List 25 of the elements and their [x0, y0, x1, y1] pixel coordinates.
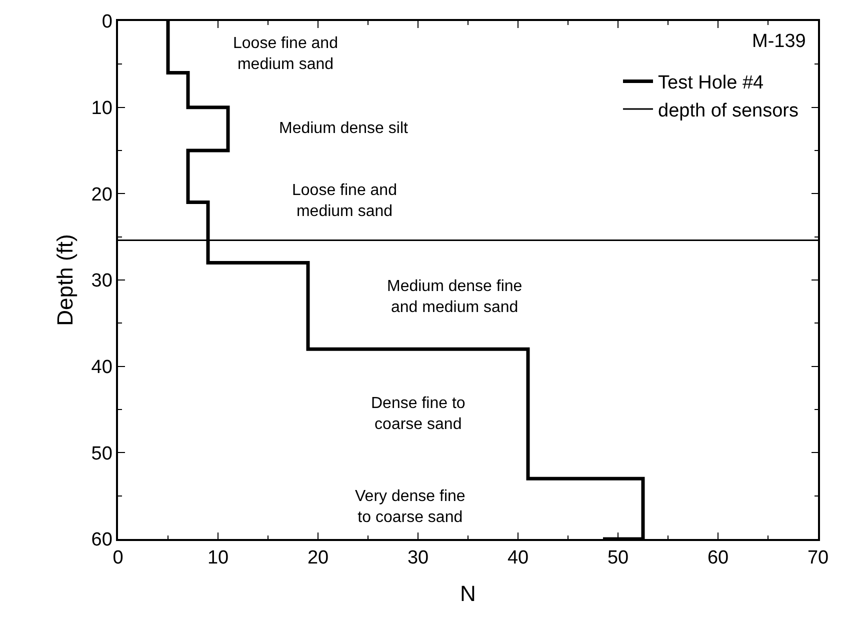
annotation: M-139	[752, 31, 806, 52]
y-tick-label: 0	[102, 12, 112, 33]
x-tick-label: 60	[707, 548, 729, 569]
y-tick-label: 50	[91, 443, 112, 464]
legend-label: depth of sensors	[658, 100, 798, 122]
annotation: Dense fine to coarse sand	[371, 395, 466, 433]
y-axis-title: Depth (ft)	[52, 234, 78, 326]
annotation: Loose fine and medium sand	[292, 182, 397, 220]
annotation: Medium dense silt	[279, 120, 408, 137]
x-tick-label: 50	[607, 548, 629, 569]
x-tick-label: 70	[807, 548, 829, 569]
x-axis-title: N	[460, 580, 476, 606]
x-tick-label: 40	[507, 548, 529, 569]
y-tick-label: 60	[91, 530, 112, 551]
x-tick-label: 10	[207, 548, 229, 569]
annotation: Very dense fine to coarse sand	[355, 488, 466, 526]
x-tick-label: 20	[307, 548, 329, 569]
y-tick-label: 40	[91, 356, 112, 378]
annotation: Medium dense fine and medium sand	[387, 278, 522, 316]
annotation: Loose fine and medium sand	[233, 35, 338, 73]
y-tick-label: 30	[91, 270, 112, 292]
legend-label: Test Hole #4	[658, 72, 764, 94]
y-tick-label: 20	[91, 184, 112, 206]
y-tick-label: 10	[91, 98, 112, 119]
x-tick-label: 30	[407, 548, 429, 569]
